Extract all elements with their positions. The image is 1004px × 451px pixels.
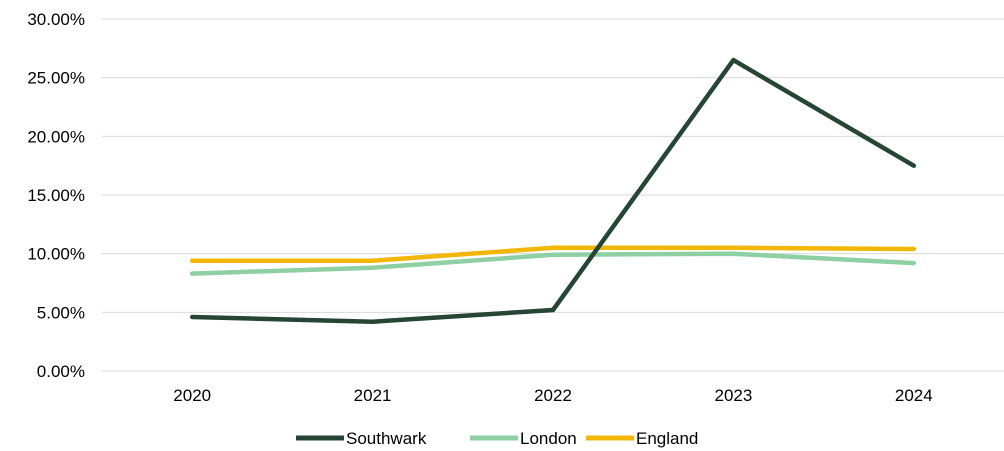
x-tick-label: 2024 <box>895 386 933 405</box>
y-tick-label: 5.00% <box>37 303 85 322</box>
x-tick-label: 2022 <box>534 386 572 405</box>
series-line-england <box>189 245 917 263</box>
legend-label: Southwark <box>346 429 427 448</box>
legend-item-england: England <box>586 429 698 448</box>
legend-label: London <box>520 429 577 448</box>
x-tick-label: 2020 <box>173 386 211 405</box>
y-tick-label: 15.00% <box>27 186 85 205</box>
legend-label: England <box>636 429 698 448</box>
x-tick-label: 2021 <box>354 386 392 405</box>
y-tick-label: 20.00% <box>27 127 85 146</box>
series-lines <box>189 57 917 324</box>
series-line-southwark <box>189 57 917 324</box>
x-tick-label: 2023 <box>714 386 752 405</box>
y-tick-label: 0.00% <box>37 362 85 381</box>
legend: Southwark London England <box>296 429 698 448</box>
y-tick-label: 25.00% <box>27 69 85 88</box>
legend-item-southwark: Southwark <box>296 429 427 448</box>
x-axis: 2020 2021 2022 2023 2024 <box>173 386 932 405</box>
series-line-london <box>189 251 917 276</box>
legend-item-london: London <box>470 429 577 448</box>
y-tick-label: 30.00% <box>27 10 85 29</box>
y-axis: 0.00% 5.00% 10.00% 15.00% 20.00% 25.00% 30.00% <box>27 10 85 381</box>
y-tick-label: 10.00% <box>27 245 85 264</box>
